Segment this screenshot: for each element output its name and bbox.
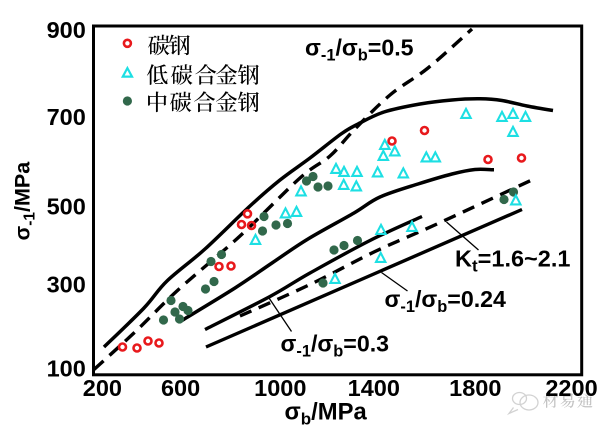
svg-text:100: 100 bbox=[47, 356, 86, 382]
svg-text:2200: 2200 bbox=[545, 375, 597, 401]
svg-text:σb/MPa: σb/MPa bbox=[285, 399, 368, 428]
svg-text:1400: 1400 bbox=[348, 375, 400, 401]
svg-text:200: 200 bbox=[83, 375, 122, 401]
svg-text:700: 700 bbox=[47, 104, 86, 130]
svg-text:300: 300 bbox=[47, 272, 86, 298]
svg-text:1800: 1800 bbox=[449, 375, 501, 401]
svg-text:900: 900 bbox=[47, 17, 86, 43]
svg-text:600: 600 bbox=[161, 375, 200, 401]
svg-text:1000: 1000 bbox=[254, 375, 306, 401]
svg-text:σ-1/MPa: σ-1/MPa bbox=[11, 161, 39, 241]
svg-text:500: 500 bbox=[47, 194, 86, 220]
